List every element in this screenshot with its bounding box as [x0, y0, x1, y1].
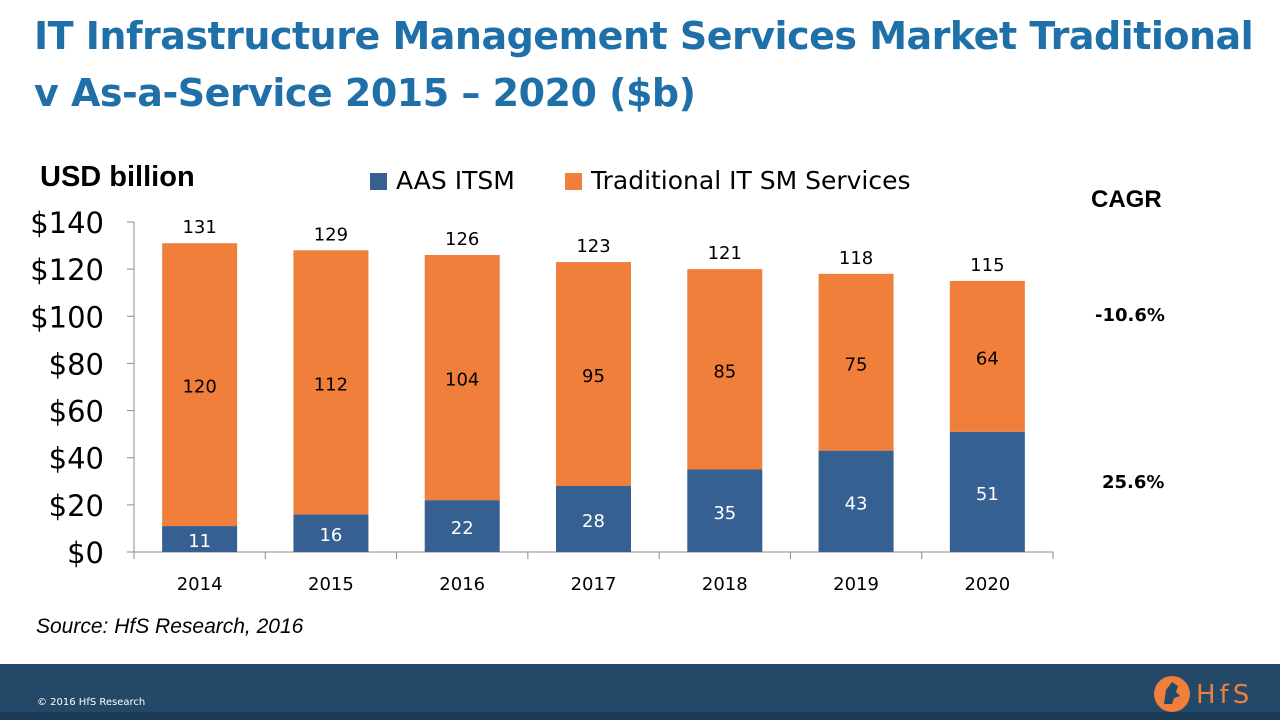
cagr-traditional: -10.6% — [1095, 305, 1165, 326]
bar-traditional-it-sm — [818, 273, 894, 451]
bar-aas-itsm — [162, 526, 238, 552]
data-label-aas: 28 — [582, 511, 605, 532]
source-note: Source: HfS Research, 2016 — [36, 615, 304, 638]
x-tick-label: 2019 — [833, 574, 879, 595]
data-label-traditional: 85 — [713, 361, 736, 382]
x-tick-label: 2020 — [964, 574, 1010, 595]
data-label-total: 123 — [576, 236, 610, 257]
cagr-aas: 25.6% — [1102, 472, 1165, 493]
bar-traditional-it-sm — [949, 280, 1025, 432]
hfs-logo: HfS — [1152, 672, 1252, 721]
y-unit-label: USD billion — [40, 161, 195, 193]
data-label-total: 126 — [445, 229, 479, 250]
legend-swatch-traditional — [565, 173, 582, 190]
bar-aas-itsm — [687, 469, 763, 552]
x-tick-label: 2018 — [702, 574, 748, 595]
data-label-traditional: 112 — [314, 374, 348, 395]
x-tick-label: 2014 — [177, 574, 223, 595]
bar-aas-itsm — [556, 486, 631, 552]
legend-label-aas: AAS ITSM — [396, 166, 515, 195]
logo-text: HfS — [1196, 680, 1252, 710]
y-tick-label: $100 — [30, 300, 104, 334]
bar-traditional-it-sm — [687, 269, 763, 470]
data-label-traditional: 75 — [845, 354, 868, 375]
y-tick-label: $20 — [49, 489, 104, 523]
y-tick-label: $80 — [49, 347, 104, 381]
x-tick-label: 2015 — [308, 574, 354, 595]
data-label-aas: 11 — [188, 531, 211, 552]
data-label-total: 121 — [708, 243, 742, 264]
data-label-traditional: 95 — [582, 366, 605, 387]
y-tick-label: $140 — [30, 206, 104, 240]
bar-traditional-it-sm — [162, 243, 238, 527]
page-title: IT Infrastructure Management Services Ma… — [34, 14, 1254, 115]
data-label-total: 115 — [970, 255, 1004, 276]
data-label-aas: 22 — [451, 518, 474, 539]
footer-bar: © 2016 HfS Research HfS — [0, 664, 1280, 720]
footer-bottom-strip — [0, 712, 1280, 720]
x-tick-label: 2017 — [571, 574, 617, 595]
data-label-traditional: 64 — [976, 348, 999, 369]
bar-aas-itsm — [424, 500, 500, 552]
data-label-aas: 51 — [976, 484, 999, 505]
y-tick-label: $0 — [67, 536, 104, 570]
logo-horse-icon — [1164, 682, 1180, 704]
bar-traditional-it-sm — [293, 250, 369, 515]
bar-aas-itsm — [293, 514, 369, 552]
data-label-aas: 43 — [845, 493, 868, 514]
copyright-text: © 2016 HfS Research — [37, 697, 146, 708]
data-label-traditional: 120 — [182, 377, 216, 398]
data-label-total: 131 — [182, 217, 216, 238]
y-tick-label: $60 — [49, 395, 104, 429]
y-tick-label: $120 — [30, 253, 104, 287]
stacked-bar-chart: $0 $20 $40 $60 $80 $100 $120 $140 11 120 131 2014 16… — [30, 166, 1054, 595]
data-label-aas: 35 — [713, 503, 736, 524]
data-label-traditional: 104 — [445, 370, 479, 391]
legend-label-traditional: Traditional IT SM Services — [590, 166, 911, 195]
x-tick-label: 2016 — [439, 574, 485, 595]
bar-aas-itsm — [949, 431, 1025, 552]
y-tick-label: $40 — [49, 442, 104, 476]
bar-aas-itsm — [818, 450, 894, 552]
bar-traditional-it-sm — [556, 262, 631, 486]
data-label-total: 118 — [839, 248, 873, 269]
data-label-aas: 16 — [319, 525, 342, 546]
legend-swatch-aas — [370, 173, 387, 190]
cagr-heading: CAGR — [1091, 186, 1162, 213]
bar-traditional-it-sm — [424, 255, 500, 501]
data-label-total: 129 — [314, 224, 348, 245]
